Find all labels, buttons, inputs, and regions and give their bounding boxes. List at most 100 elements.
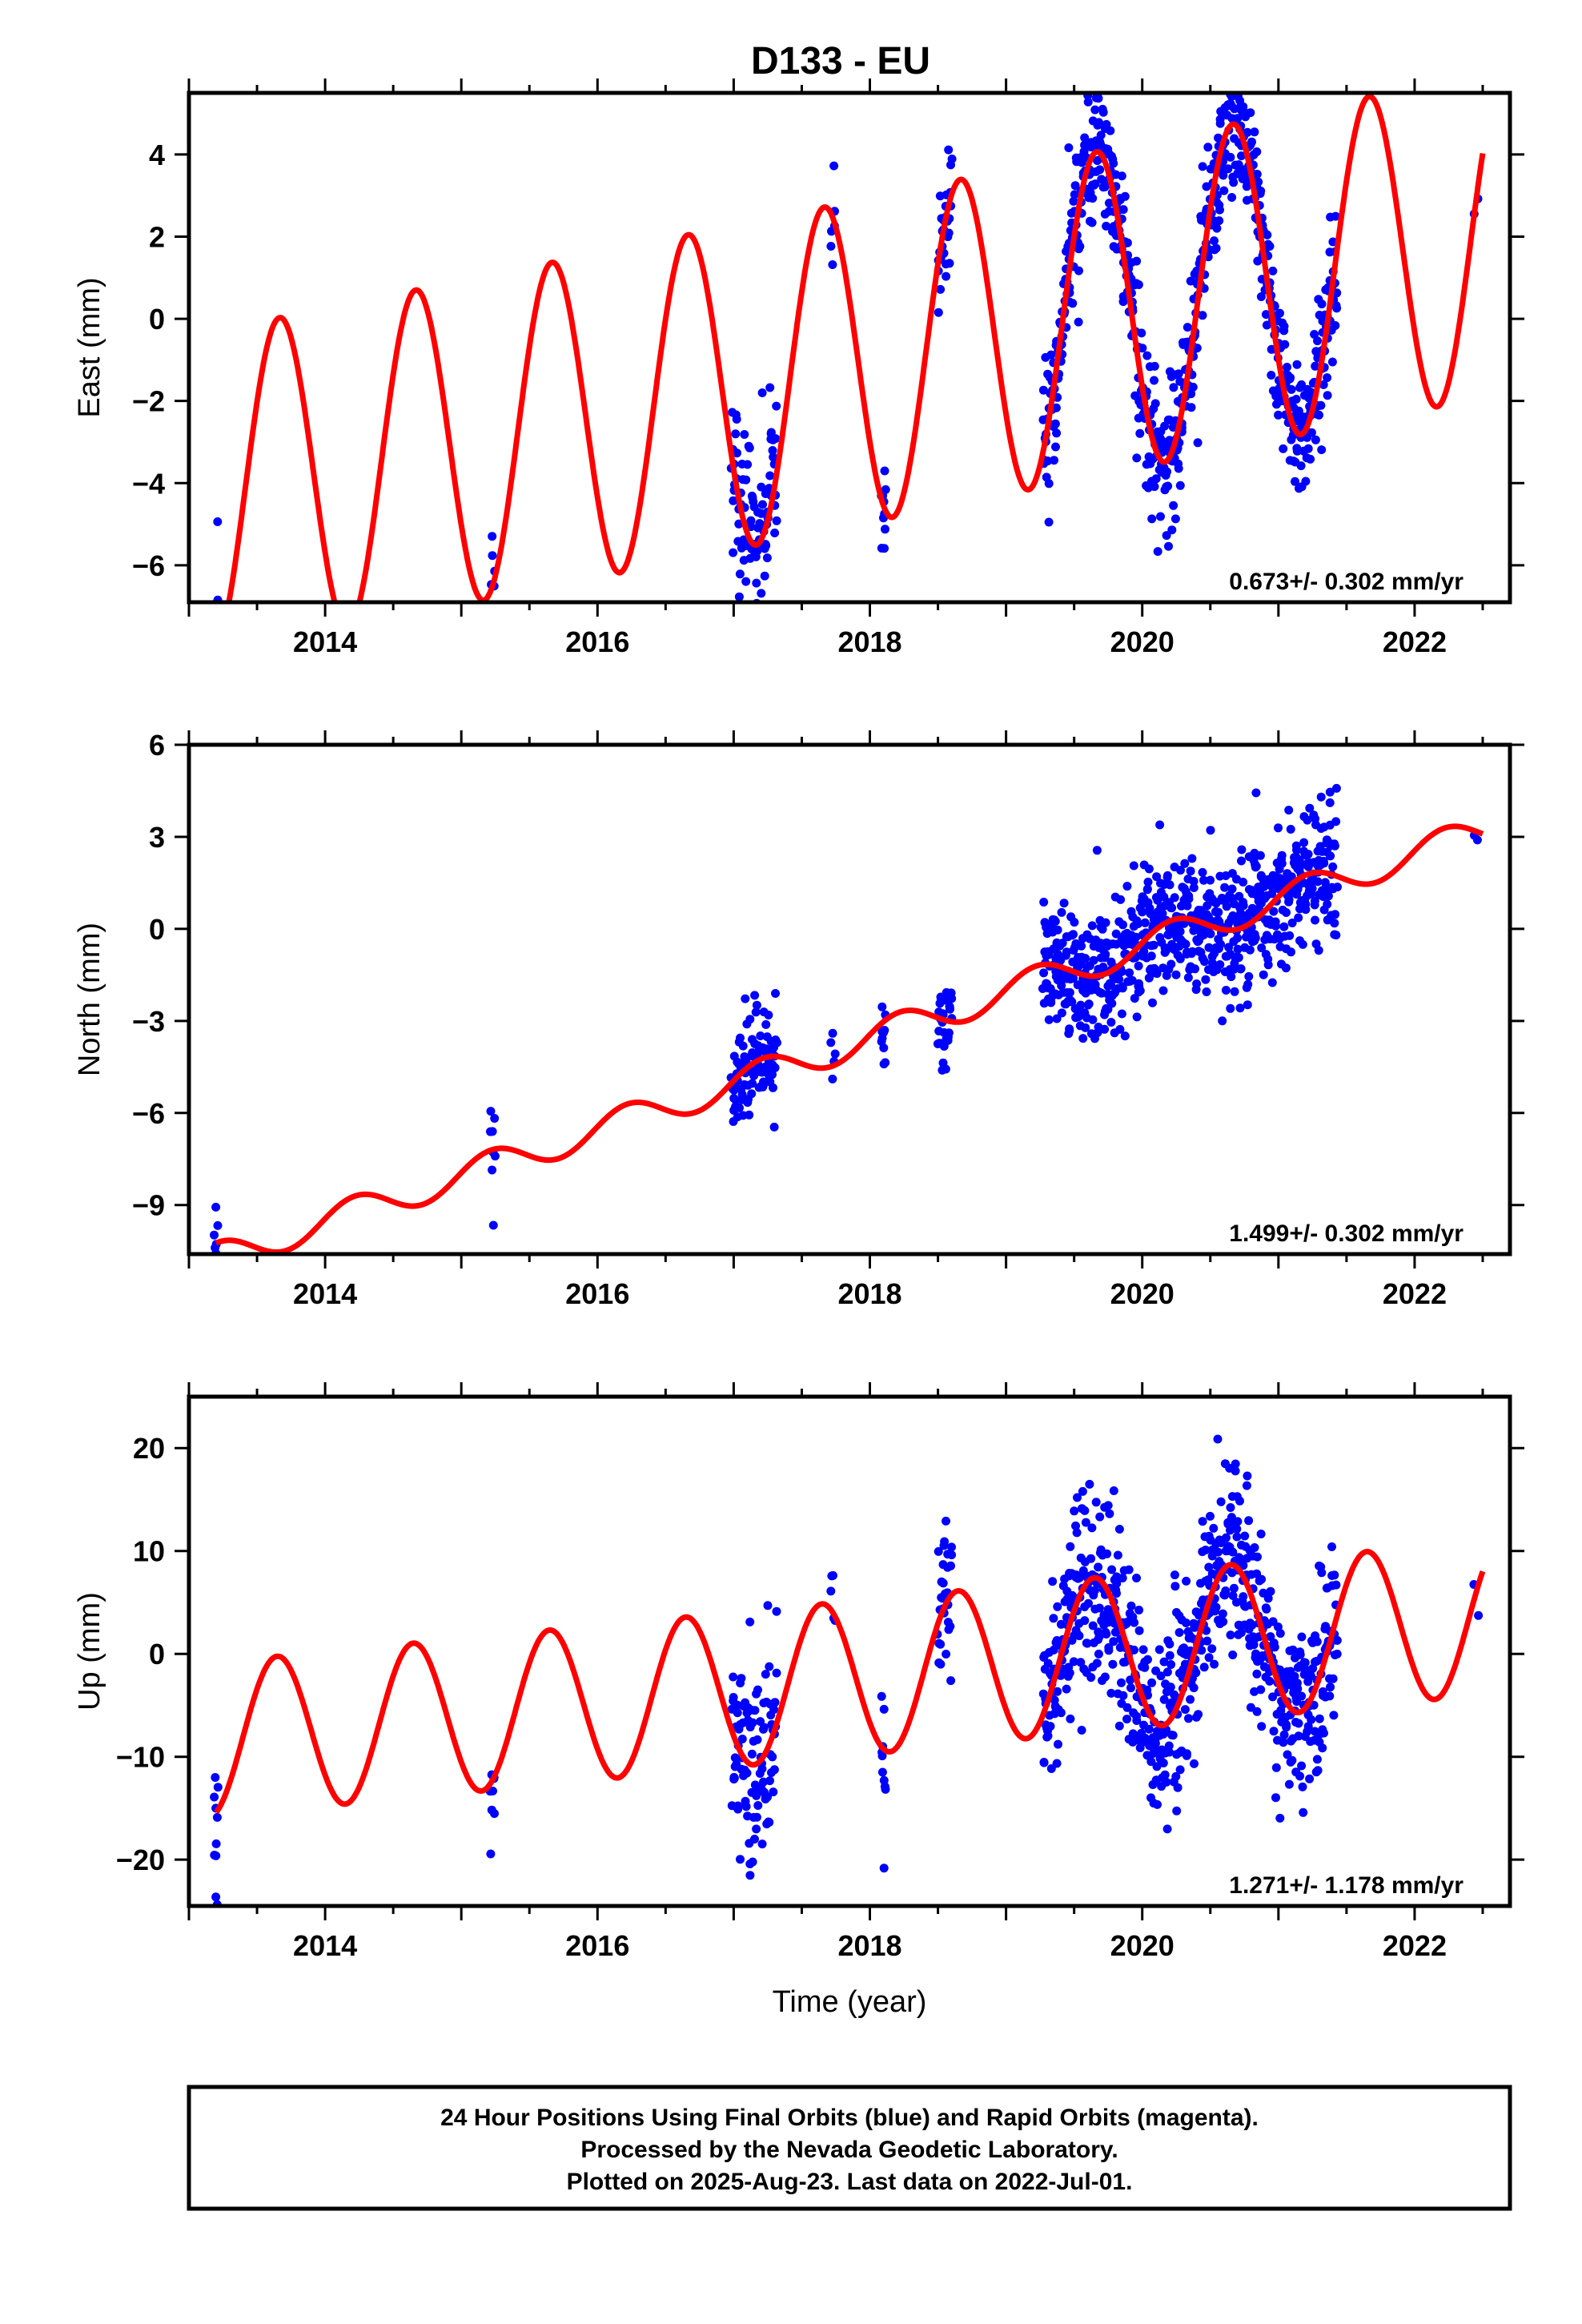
data-point [1203,143,1213,152]
data-point [1331,817,1341,826]
data-point [879,1043,889,1052]
data-point [1223,164,1233,174]
data-point [1101,918,1110,927]
data-point [1326,1683,1335,1692]
data-point [764,1011,773,1019]
data-point [1142,351,1152,360]
data-point [741,475,751,485]
data-point [829,161,839,171]
data-point [1313,877,1323,887]
data-point [1226,1526,1235,1535]
data-point [880,1026,889,1035]
data-point [214,636,223,645]
data-point [488,1220,498,1230]
data-point [1046,350,1056,360]
data-point [1114,1721,1124,1731]
data-point [1067,997,1077,1007]
data-point [750,1706,760,1715]
data-point [1120,1657,1130,1667]
y-tick-label: −2 [132,385,165,418]
data-point [1103,1501,1113,1510]
data-point [1214,907,1223,917]
data-point [1088,194,1098,203]
data-point [1307,428,1316,437]
data-point [1242,182,1251,191]
data-point [763,1792,772,1802]
data-point [1166,959,1176,969]
data-point [1094,1632,1104,1642]
data-point [1127,975,1137,985]
data-point [1213,1434,1223,1444]
data-point [1303,850,1313,859]
data-point [1325,798,1335,807]
data-point [1175,927,1185,936]
data-point [1156,512,1165,521]
data-point [1084,999,1094,1009]
data-point [1076,1000,1086,1010]
data-point [1144,864,1154,874]
data-point [1147,514,1157,524]
footer-frame [187,2085,1512,2211]
data-point [1171,970,1181,979]
data-point [1246,108,1255,118]
data-point [1115,1024,1125,1034]
data-point [1317,445,1327,455]
data-point [1094,1562,1103,1572]
data-point [1303,815,1312,825]
data-point [733,1708,742,1718]
data-point [769,1083,777,1092]
data-point [936,1659,946,1669]
data-point [1094,118,1103,127]
data-point [1251,788,1261,798]
data-point [1164,541,1173,551]
data-point [1076,1658,1086,1667]
data-point [1134,280,1143,289]
data-point [746,516,756,525]
data-point [761,1670,770,1679]
data-point [1221,871,1231,880]
data-point [946,1561,955,1570]
data-point [748,1857,757,1867]
data-point [940,995,950,1005]
data-point [1270,1642,1279,1652]
data-point [947,1550,957,1560]
data-point [1198,867,1207,877]
data-point [1296,461,1306,471]
y-axis-label-east: East (mm) [73,277,106,417]
data-point [1252,147,1262,156]
data-point [1125,968,1134,978]
data-point [1165,1651,1174,1660]
y-tick-label: 2 [149,221,165,254]
data-point [1319,1728,1328,1738]
data-point [1318,1743,1327,1753]
data-point [946,1622,955,1631]
data-point [1237,856,1246,866]
data-point [1312,1637,1322,1647]
data-point [760,571,769,581]
data-point [1307,1715,1316,1724]
data-point [1239,1592,1248,1602]
data-point [1176,866,1185,875]
data-point [748,1718,757,1727]
data-point [1077,1726,1086,1735]
data-point [1090,179,1100,189]
data-point [750,991,760,1000]
data-point [1150,399,1160,408]
data-point [1084,1598,1093,1608]
plot-frame-east [187,90,1512,605]
data-point [1256,1530,1266,1538]
data-point [1134,1626,1144,1635]
data-point [1331,211,1340,221]
data-point [1257,1722,1267,1731]
data-point [1168,1731,1178,1740]
data-point [1295,1650,1305,1659]
data-point [1323,899,1332,909]
data-point [1311,361,1320,371]
data-point [756,1031,765,1040]
data-point [1235,1003,1245,1013]
data-point [1056,1708,1066,1718]
data-point [945,1002,954,1011]
data-point [1181,1618,1191,1627]
y-tick-label: 0 [149,913,165,946]
data-point [1051,403,1061,412]
